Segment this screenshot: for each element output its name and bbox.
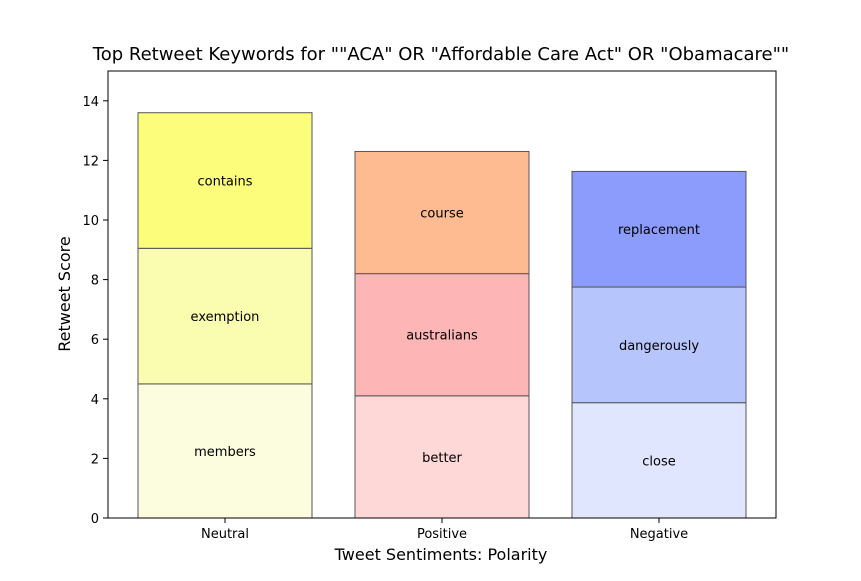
bar-segment-positive-better [354, 395, 530, 519]
x-tick-label: Neutral [201, 527, 249, 542]
y-tick-label: 12 [82, 154, 99, 169]
bar-segment-label: replacement [618, 223, 700, 238]
bar-segment-positive-australians [354, 273, 530, 397]
bar-segment-label: members [194, 445, 256, 460]
bar-segment-label: contains [197, 175, 252, 190]
bar-segment-neutral-exemption [137, 247, 313, 385]
y-axis-label: Retweet Score [55, 236, 74, 351]
x-tick-label: Negative [630, 527, 688, 542]
bar-segment-neutral-members [137, 383, 313, 519]
y-axis: 0 2 4 6 8 10 12 14 [82, 95, 108, 527]
y-tick-label: 0 [91, 512, 99, 527]
bar-segment-label: close [642, 454, 675, 469]
bar-segment-label: exemption [191, 310, 260, 325]
y-tick-label: 10 [82, 214, 99, 229]
bar-segment-label: dangerously [619, 339, 699, 354]
chart-title: Top Retweet Keywords for ""ACA" OR "Affo… [92, 44, 789, 65]
y-tick-label: 6 [91, 333, 99, 348]
bar-segment-negative-replacement [571, 170, 747, 288]
bar-segment-label: course [420, 207, 463, 222]
bar-segment-negative-dangerously [571, 286, 747, 404]
y-tick-label: 2 [91, 452, 99, 467]
plot-area: members exemption contains better australian… [137, 112, 747, 519]
x-axis: Neutral Positive Negative [201, 518, 688, 542]
x-tick-label: Positive [417, 527, 467, 542]
bar-segment-label: australians [406, 329, 478, 344]
bar-segment-positive-course [354, 150, 530, 275]
y-tick-label: 4 [91, 393, 99, 408]
bar-segment-label: better [422, 451, 462, 466]
y-tick-label: 8 [91, 274, 99, 289]
bar-segment-neutral-contains [137, 112, 313, 249]
y-tick-label: 14 [82, 95, 99, 110]
x-axis-label: Tweet Sentiments: Polarity [334, 545, 548, 564]
